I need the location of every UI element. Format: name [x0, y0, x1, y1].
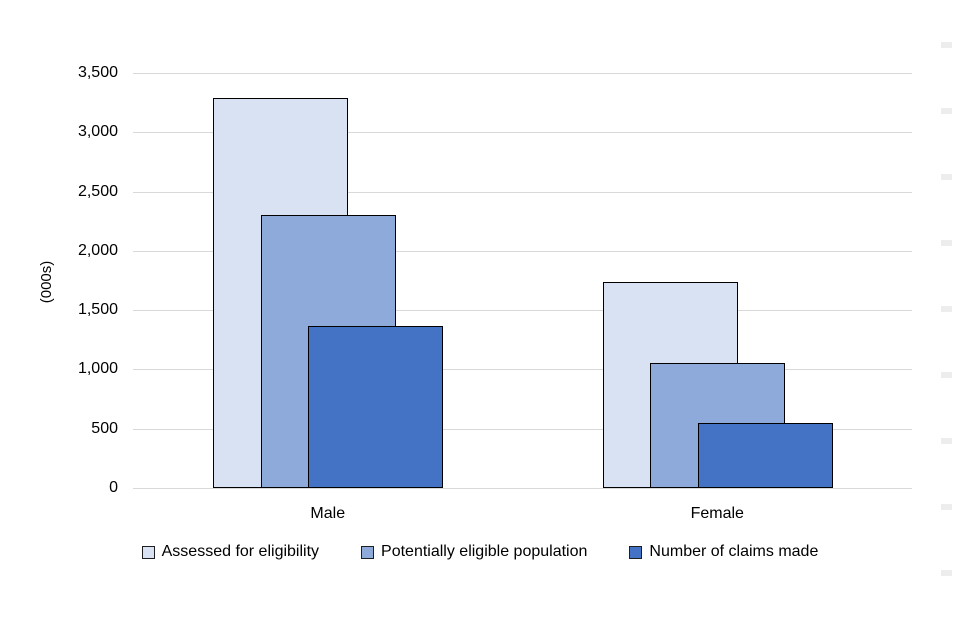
- gridline-1500: [133, 310, 912, 312]
- y-tick-label: 1,000: [77, 360, 118, 378]
- gridline-1000: [133, 369, 912, 371]
- page-edge-artifact: [941, 372, 952, 378]
- y-tick-label: 1,500: [77, 301, 118, 319]
- gridline-3500: [133, 73, 912, 74]
- legend-item-3: Number of claims made: [629, 543, 818, 561]
- gridline-2000: [133, 250, 912, 252]
- legend-swatch-icon: [629, 545, 643, 559]
- bar-female-3: [697, 422, 833, 488]
- page-edge-artifact: [941, 42, 952, 48]
- legend-label: Potentially eligible population: [381, 543, 588, 560]
- legend-item-2: Potentially eligible population: [361, 543, 587, 561]
- y-tick-label: 500: [91, 419, 118, 437]
- page-edge-artifact: [941, 306, 952, 312]
- y-tick-label: 0: [109, 479, 118, 496]
- legend-label: Number of claims made: [649, 543, 819, 560]
- legend-swatch-icon: [361, 545, 375, 559]
- y-tick-label: 2,500: [77, 182, 118, 200]
- page-edge-artifact: [941, 240, 952, 246]
- legend-swatch-icon: [141, 545, 155, 559]
- page-edge-artifact: [941, 570, 952, 576]
- page-edge-artifact: [941, 108, 952, 114]
- legend-label: Assessed for eligibility: [161, 543, 320, 560]
- x-category-label-male: Male: [310, 505, 346, 522]
- y-tick-label: 3,500: [77, 64, 118, 81]
- page-edge-artifact: [941, 174, 952, 180]
- gridline-3000: [133, 132, 912, 134]
- legend-item-1: Assessed for eligibility: [141, 543, 320, 561]
- gridline-2500: [133, 191, 912, 193]
- gridline-500: [133, 428, 912, 430]
- y-tick-label: 2,000: [77, 241, 118, 259]
- page-edge-artifact: [941, 504, 952, 510]
- page-edge-artifact: [941, 438, 952, 444]
- bar-male-3: [308, 325, 444, 488]
- gridline-0: [133, 488, 912, 489]
- legend: Assessed for eligibility Potentially elig…: [0, 543, 960, 561]
- y-tick-label: 3,000: [77, 123, 118, 141]
- x-category-label-female: Female: [690, 505, 744, 522]
- y-axis-title: (000s): [38, 260, 55, 304]
